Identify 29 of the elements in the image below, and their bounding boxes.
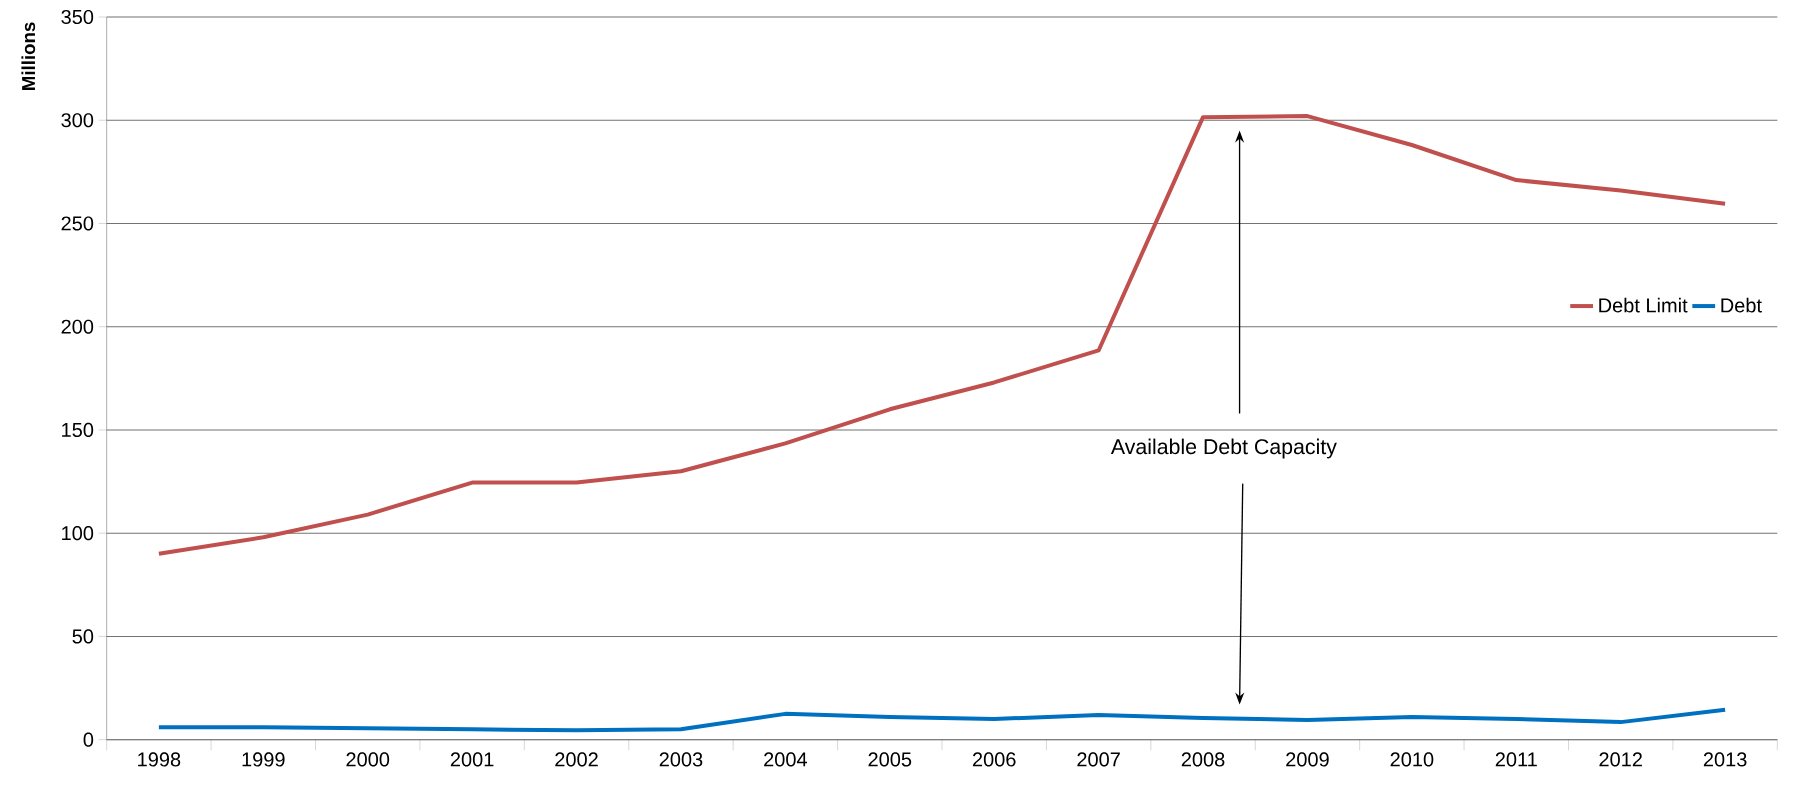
y-tick-label: 0 [83, 732, 94, 747]
legend-label: Debt [1721, 297, 1762, 313]
x-tick-label: 2008 [1181, 752, 1225, 767]
y-tick-label: 100 [62, 526, 94, 541]
y-tick-label: 150 [62, 422, 94, 438]
x-tick-label: 2011 [1495, 752, 1537, 767]
annotation: Available Debt Capacity [1110, 438, 1337, 459]
x-tick-label: 2007 [1077, 752, 1120, 767]
x-tick-label: 1999 [242, 752, 285, 767]
x-tick-label: 2002 [555, 752, 598, 767]
y-tick-label: 300 [61, 113, 94, 128]
x-tick-label: 2012 [1599, 752, 1642, 767]
y-axis-title: Millions [21, 22, 36, 90]
x-tick-label: 2013 [1703, 752, 1747, 767]
x-tick-label: 2009 [1286, 752, 1329, 767]
x-tick-label: 2006 [972, 752, 1016, 767]
y-tick-label: 50 [72, 629, 94, 644]
x-tick-label: 2000 [346, 752, 390, 767]
legend-label: Debt Limit [1599, 297, 1688, 313]
x-tick-label: 1998 [138, 752, 181, 767]
x-tick-label: 2005 [868, 752, 912, 767]
y-tick-label: 200 [61, 319, 94, 334]
line-series [156, 707, 1728, 733]
y-tick-label: 250 [61, 216, 94, 231]
x-tick-label: 2010 [1390, 752, 1434, 767]
x-tick-label: 2003 [659, 752, 703, 767]
y-tick-label: 350 [61, 9, 94, 25]
x-tick-label: 2001 [450, 752, 494, 767]
x-tick-label: 2004 [764, 752, 808, 767]
